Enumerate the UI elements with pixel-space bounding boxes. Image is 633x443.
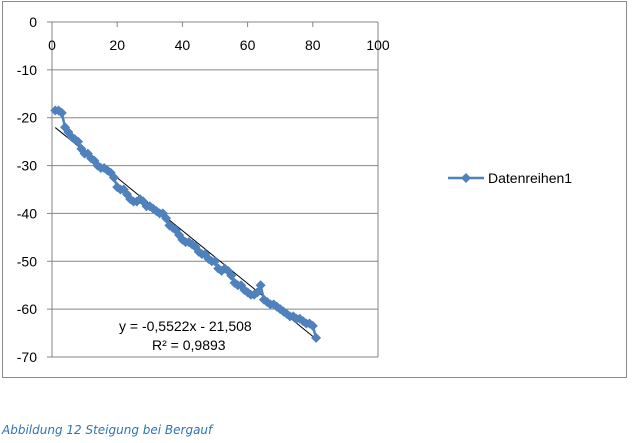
axes bbox=[47, 21, 379, 358]
y-tick-label: 0 bbox=[29, 14, 37, 30]
gridlines bbox=[52, 22, 379, 358]
y-tick-label: -70 bbox=[17, 349, 37, 365]
data-point bbox=[161, 213, 172, 224]
y-tick-label: -60 bbox=[17, 301, 37, 317]
legend: Datenreihen1 bbox=[448, 170, 572, 186]
y-tick-labels: 0 -10 -20 -30 -40 -50 -60 -70 bbox=[17, 14, 37, 365]
data-point bbox=[307, 320, 318, 331]
legend-label: Datenreihen1 bbox=[488, 170, 572, 186]
x-tick-label: 0 bbox=[48, 37, 56, 53]
data-point bbox=[226, 270, 237, 281]
y-tick-label: -20 bbox=[17, 110, 37, 126]
x-tick-label: 80 bbox=[305, 37, 321, 53]
data-point bbox=[73, 136, 84, 147]
x-tick-label: 40 bbox=[175, 37, 191, 53]
trendline-r-squared: R² = 0,9893 bbox=[152, 337, 226, 353]
figure-caption: Abbildung 12 Steigung bei Bergauf bbox=[2, 423, 213, 437]
x-tick-label: 60 bbox=[240, 37, 256, 53]
y-tick-label: -50 bbox=[17, 253, 37, 269]
data-point bbox=[210, 256, 220, 267]
chart-svg: 0 -10 -20 -30 -40 -50 -60 -70 0 20 40 60 80 100 y = … bbox=[17, 14, 573, 365]
data-point bbox=[311, 332, 322, 343]
x-tick-label: 20 bbox=[109, 37, 125, 53]
y-tick-label: -10 bbox=[17, 62, 37, 78]
x-tick-labels: 0 20 40 60 80 100 bbox=[48, 37, 390, 53]
data-point bbox=[193, 246, 204, 257]
data-point bbox=[255, 280, 266, 291]
chart-frame bbox=[2, 1, 627, 378]
legend-marker bbox=[461, 173, 471, 183]
trendline-annotations: y = -0,5522x - 21,508 R² = 0,9893 bbox=[119, 318, 252, 353]
data-point bbox=[108, 172, 119, 183]
trendline-equation: y = -0,5522x - 21,508 bbox=[119, 318, 252, 334]
x-tick-label: 100 bbox=[366, 37, 390, 53]
data-point bbox=[56, 107, 67, 118]
y-tick-label: -30 bbox=[17, 158, 37, 174]
series-datenreihen1 bbox=[50, 105, 322, 343]
data-point bbox=[60, 122, 71, 133]
y-tick-label: -40 bbox=[17, 205, 37, 221]
data-point bbox=[252, 287, 263, 298]
